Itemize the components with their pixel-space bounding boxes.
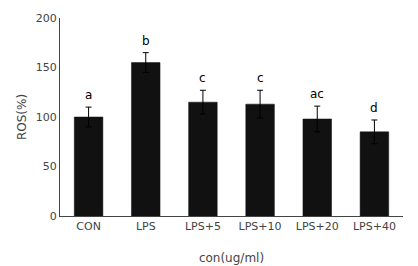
- svg-text:a: a: [85, 88, 92, 102]
- svg-text:50: 50: [43, 160, 57, 173]
- svg-text:ROS(%): ROS(%): [15, 94, 29, 140]
- svg-text:150: 150: [36, 61, 57, 74]
- svg-text:ac: ac: [310, 87, 324, 101]
- svg-text:100: 100: [36, 111, 57, 124]
- svg-text:c: c: [257, 71, 264, 85]
- svg-text:LPS+5: LPS+5: [185, 220, 221, 233]
- svg-text:LPS+40: LPS+40: [353, 220, 396, 233]
- svg-text:200: 200: [36, 12, 57, 25]
- svg-text:b: b: [142, 34, 150, 48]
- svg-text:LPS+20: LPS+20: [296, 220, 339, 233]
- svg-text:con(ug/ml): con(ug/ml): [199, 251, 264, 265]
- svg-text:CON: CON: [76, 220, 101, 233]
- svg-text:0: 0: [50, 210, 57, 223]
- svg-text:c: c: [199, 71, 206, 85]
- svg-text:LPS: LPS: [136, 220, 156, 233]
- svg-text:LPS+10: LPS+10: [239, 220, 282, 233]
- svg-text:d: d: [370, 101, 378, 115]
